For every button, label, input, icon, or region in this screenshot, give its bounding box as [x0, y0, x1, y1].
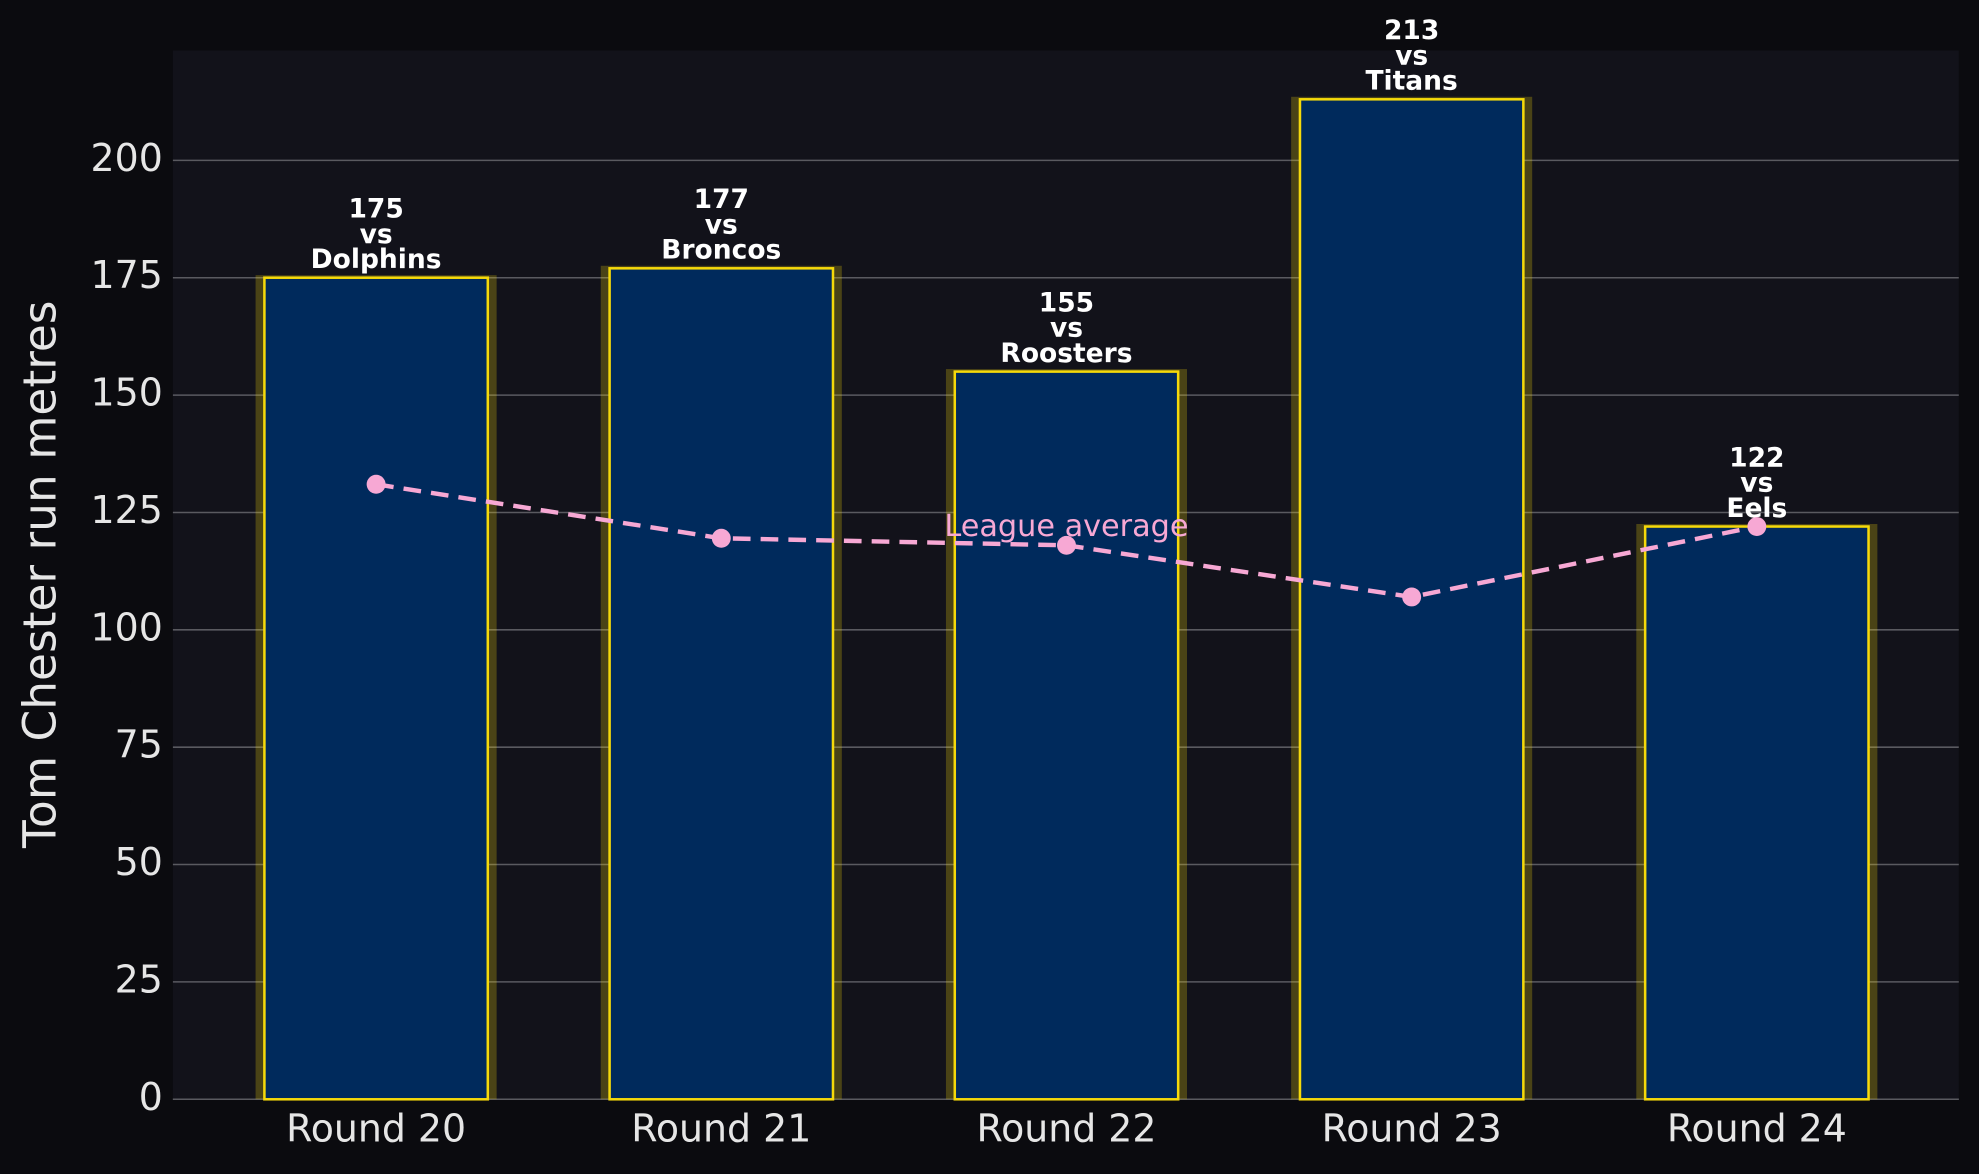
y-tick-label: 150: [91, 371, 163, 415]
x-tick-label: Round 22: [976, 1106, 1156, 1150]
y-tick-label: 0: [139, 1075, 163, 1119]
y-tick-label: 200: [91, 136, 163, 180]
y-axis-label: Tom Chester run metres: [13, 301, 66, 849]
y-tick-label: 100: [91, 605, 163, 649]
line-point: [1402, 587, 1422, 607]
y-tick-label: 50: [115, 840, 163, 884]
y-tick-label: 125: [91, 488, 163, 532]
bar: [953, 370, 1180, 1101]
bar: [263, 276, 490, 1101]
y-tick-label: 175: [91, 253, 163, 297]
bar: [608, 267, 835, 1101]
x-tick-label: Round 20: [286, 1106, 466, 1150]
value-label: 155 vs Roosters: [1000, 287, 1132, 368]
line-point: [1057, 535, 1076, 555]
line-point: [366, 474, 386, 494]
x-tick-label: Round 21: [631, 1106, 811, 1150]
line-annotation: League average: [944, 509, 1188, 544]
y-tick-label: 75: [115, 723, 163, 767]
value-label: 175 vs Dolphins: [311, 193, 442, 274]
value-label: 177 vs Broncos: [661, 184, 781, 265]
x-tick-label: Round 23: [1322, 1106, 1502, 1150]
value-label: 213 vs Titans: [1365, 15, 1457, 96]
line-point: [711, 528, 731, 548]
y-tick-label: 25: [115, 957, 163, 1001]
x-tick-label: Round 24: [1667, 1106, 1847, 1150]
line-point: [1747, 517, 1767, 536]
bar: [1643, 525, 1870, 1101]
